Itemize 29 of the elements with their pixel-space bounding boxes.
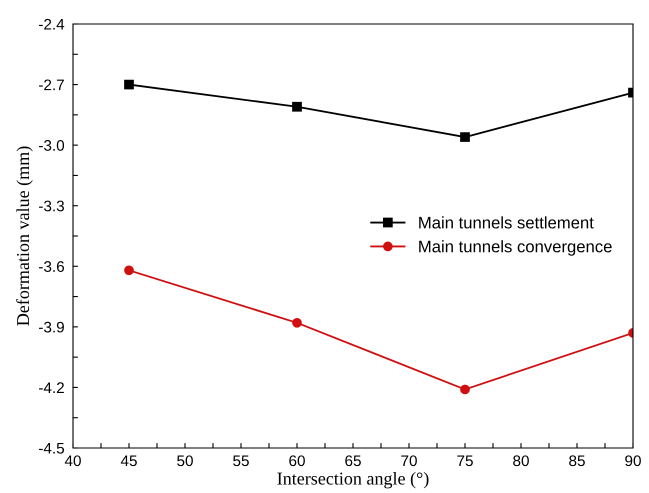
- x-tick-label: 55: [233, 456, 249, 466]
- point: [460, 384, 470, 394]
- x-tick-label: 90: [625, 455, 641, 466]
- point: [292, 318, 302, 328]
- y-tick-label: -2.7: [39, 79, 64, 90]
- x-axis-title: Intersection angle (°): [277, 472, 429, 488]
- x-tick-label: 50: [177, 455, 193, 466]
- y-tick-label: -3.0: [39, 140, 64, 151]
- y-tick-label: -3.6: [39, 261, 64, 272]
- x-tick-label: 70: [401, 455, 417, 466]
- y-tick-label: -2.4: [39, 18, 64, 30]
- point: [124, 80, 134, 90]
- x-tick-label: 85: [569, 455, 585, 466]
- legend-label: Main tunnels settlement: [419, 216, 594, 229]
- y-axis-title: Deformation value (mm): [16, 146, 33, 326]
- x-tick-label: 80: [513, 455, 529, 466]
- x-tick-label: 45: [120, 456, 137, 466]
- y-tick-label: -3.3: [39, 200, 64, 212]
- x-tick-label: 65: [345, 455, 361, 466]
- point: [460, 132, 470, 142]
- y-tick-label: -3.9: [39, 322, 64, 333]
- x-tick-label: 40: [64, 455, 81, 466]
- y-tick-label: -4.5: [39, 443, 64, 454]
- point: [124, 265, 134, 276]
- x-tick-label: 60: [289, 455, 305, 466]
- y-tick-label: -4.2: [39, 382, 64, 393]
- point: [292, 102, 302, 112]
- legend-label: Main tunnels convergence: [419, 240, 612, 256]
- x-tick-label: 75: [457, 456, 473, 466]
